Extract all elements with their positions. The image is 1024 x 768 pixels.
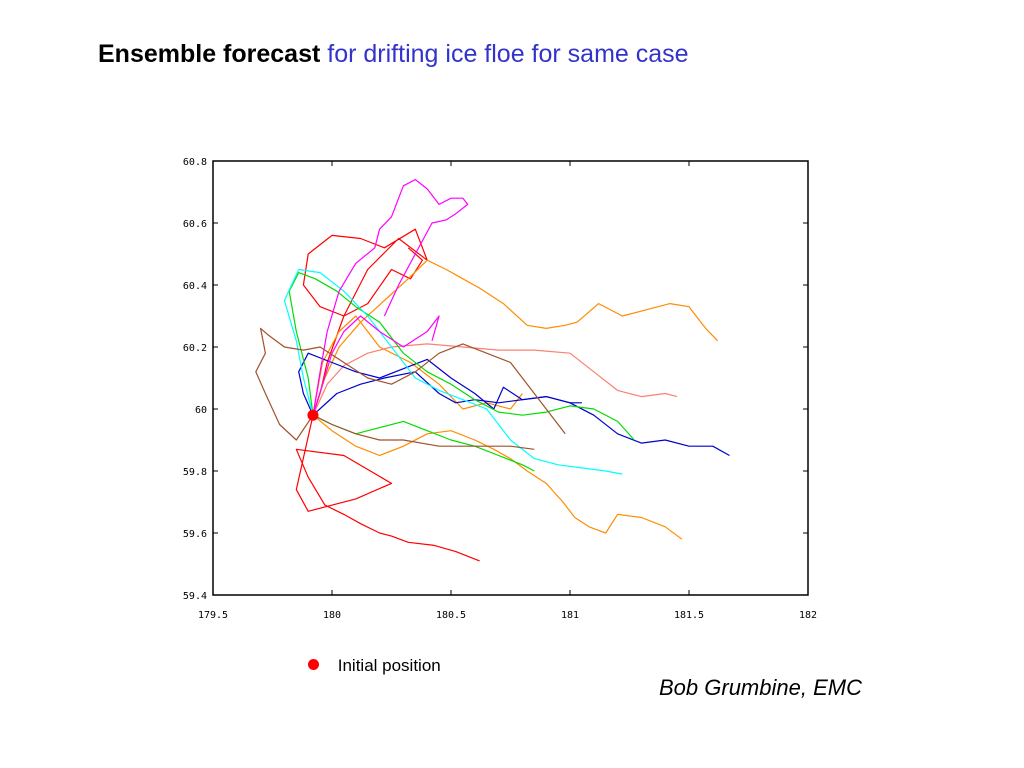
y-tick-label: 59.8 <box>183 467 207 478</box>
x-tick-label: 181 <box>561 610 579 621</box>
trajectory-line-4 <box>312 414 683 540</box>
plot-frame <box>212 160 809 596</box>
trajectory-line-14 <box>255 327 566 441</box>
title-bold-part: Ensemble forecast <box>98 40 321 68</box>
title-rest-part: for drifting ice floe for same case <box>327 40 689 68</box>
trajectory-line-6 <box>312 343 678 416</box>
trajectory-line-1 <box>295 415 480 562</box>
initial-position-marker <box>307 409 319 421</box>
y-tick-label: 60.6 <box>183 219 207 230</box>
trajectory-line-13 <box>312 315 440 416</box>
trajectory-line-3 <box>312 259 719 416</box>
y-tick-label: 59.6 <box>183 529 207 540</box>
trajectory-line-5 <box>312 315 523 416</box>
y-tick-label: 60.4 <box>183 281 207 292</box>
x-tick-label: 180 <box>323 610 341 621</box>
y-tick-label: 60 <box>195 405 207 416</box>
trajectory-line-2 <box>302 228 428 416</box>
trajectory-line-8 <box>312 371 582 416</box>
x-tick-label: 180.5 <box>436 610 466 621</box>
y-tick-label: 60.2 <box>183 343 207 354</box>
legend-label: Initial position <box>337 656 441 675</box>
x-tick-label: 181.5 <box>674 610 704 621</box>
trajectory-line-15 <box>312 414 535 450</box>
legend: Initial position <box>308 656 441 676</box>
trajectory-line-9 <box>288 272 635 441</box>
slide-title: Ensemble forecast for drifting ice floe … <box>98 40 689 69</box>
axis-layer: 179.5 180 180.5 181 181.5 182 59.4 59.6 59.8 60 60… <box>183 157 817 621</box>
trajectory-layer <box>255 179 730 562</box>
x-tick-label: 182 <box>799 610 817 621</box>
legend-marker-icon <box>308 659 319 670</box>
trajectory-line-11 <box>283 268 623 475</box>
author-credit: Bob Grumbine, EMC <box>659 675 862 700</box>
y-tick-label: 59.4 <box>183 591 207 602</box>
x-tick-label: 179.5 <box>198 610 228 621</box>
trajectory-line-12 <box>312 179 469 416</box>
y-tick-label: 60.8 <box>183 157 207 168</box>
